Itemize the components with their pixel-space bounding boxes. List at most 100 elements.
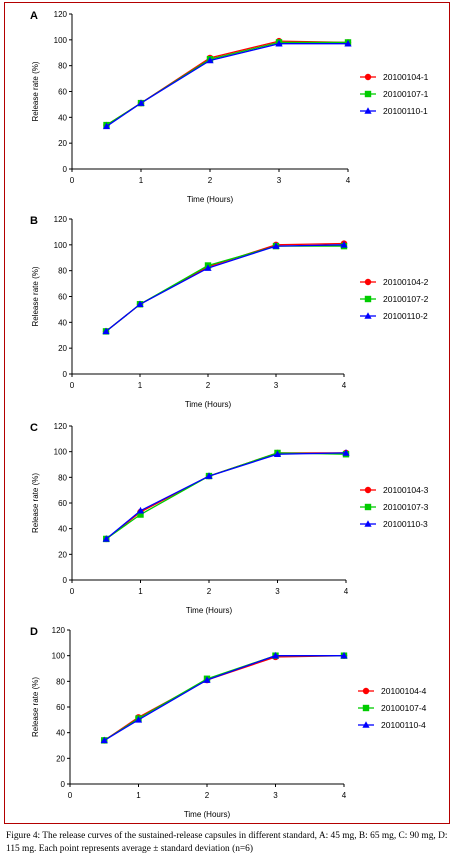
- y-tick-label: 40: [58, 113, 67, 122]
- legend-label: 20100107-4: [381, 703, 427, 713]
- panel-letter: B: [30, 215, 38, 227]
- legend-marker-circle: [362, 687, 370, 695]
- legend-label: 20100110-4: [381, 720, 426, 730]
- x-tick-label: 1: [139, 176, 144, 185]
- x-tick-label: 3: [273, 791, 278, 800]
- x-tick-label: 0: [70, 587, 75, 596]
- x-tick-label: 2: [207, 587, 212, 596]
- y-tick-label: 80: [58, 62, 67, 71]
- legend-label: 20100110-1: [383, 106, 428, 116]
- legend-marker-square: [364, 295, 372, 303]
- chart-panel-a: A 0 20 40 60 80 100 120 0 1 2 3 4 Time (Hours) Release…: [30, 10, 429, 204]
- x-tick-label: 4: [344, 587, 349, 596]
- y-tick-label: 0: [63, 370, 68, 379]
- y-axis-title: Release rate (%): [31, 677, 40, 737]
- data-point-triangle: [100, 736, 108, 744]
- data-point-triangle: [137, 99, 145, 106]
- legend-marker-circle: [364, 73, 372, 81]
- data-point-triangle: [136, 300, 144, 308]
- y-tick-label: 40: [56, 729, 65, 738]
- x-tick-label: 1: [138, 587, 143, 596]
- y-tick-label: 40: [58, 318, 67, 327]
- series-line-2: [105, 452, 347, 540]
- x-tick-label: 4: [342, 791, 347, 800]
- data-point-triangle: [134, 716, 143, 723]
- series-line-1: [103, 655, 345, 741]
- y-tick-label: 60: [56, 703, 65, 712]
- series-line-1: [106, 40, 349, 126]
- data-point-triangle: [136, 506, 145, 514]
- series-line-3: [105, 244, 345, 332]
- panel-letter: A: [30, 10, 38, 22]
- y-axis-title: Release rate (%): [31, 61, 40, 121]
- x-tick-label: 2: [208, 176, 213, 185]
- x-tick-label: 0: [68, 791, 73, 800]
- legend-label: 20100104-1: [383, 72, 429, 82]
- legend-label: 20100110-2: [383, 311, 428, 321]
- y-tick-label: 0: [63, 576, 68, 585]
- data-point-triangle: [340, 241, 348, 248]
- x-axis-title: Time (Hours): [186, 606, 233, 615]
- series-line-2: [105, 245, 344, 332]
- y-axis-title: Release rate (%): [31, 266, 40, 326]
- x-tick-label: 4: [346, 176, 351, 185]
- data-point-triangle: [102, 327, 110, 335]
- y-tick-label: 120: [54, 422, 68, 431]
- y-tick-label: 100: [52, 652, 66, 661]
- series-line-3: [105, 452, 347, 540]
- x-tick-label: 2: [206, 381, 211, 390]
- data-point-triangle: [206, 56, 214, 64]
- series-line-2: [106, 41, 348, 126]
- series-line-3: [103, 655, 344, 741]
- x-tick-label: 3: [277, 176, 282, 185]
- y-tick-label: 60: [58, 88, 67, 97]
- x-tick-label: 0: [70, 176, 75, 185]
- data-point-triangle: [272, 242, 280, 249]
- y-tick-label: 20: [58, 139, 67, 148]
- legend-marker-square: [364, 503, 372, 511]
- data-point-triangle: [275, 39, 283, 47]
- legend-marker-triangle: [364, 312, 372, 319]
- data-point-triangle: [271, 651, 280, 659]
- legend-label: 20100104-2: [383, 277, 429, 287]
- y-tick-label: 60: [58, 499, 67, 508]
- x-axis-title: Time (Hours): [184, 810, 231, 819]
- data-point-triangle: [203, 676, 211, 683]
- y-tick-label: 120: [52, 626, 66, 635]
- y-tick-label: 40: [58, 525, 67, 534]
- legend-label: 20100107-1: [383, 89, 429, 99]
- figure-caption: Figure 4: The release curves of the sust…: [6, 831, 448, 854]
- x-tick-label: 0: [70, 381, 75, 390]
- y-tick-label: 100: [54, 36, 68, 45]
- legend-label: 20100104-3: [383, 485, 429, 495]
- legend-label: 20100104-4: [381, 686, 427, 696]
- series-line-3: [106, 43, 348, 127]
- data-point-triangle: [205, 472, 213, 479]
- x-axis-title: Time (Hours): [187, 195, 234, 204]
- data-point-triangle: [204, 264, 212, 271]
- y-tick-label: 0: [63, 165, 68, 174]
- legend-marker-triangle: [364, 107, 372, 114]
- data-point-square: [137, 511, 144, 518]
- chart-panel-d: D 0 20 40 60 80 100 120 0 1 2 3 4 Time (Hours) Release…: [30, 626, 427, 819]
- legend-marker-circle: [364, 486, 372, 494]
- panel-letter: D: [30, 626, 38, 638]
- x-axis-title: Time (Hours): [185, 400, 232, 409]
- x-tick-label: 1: [136, 791, 141, 800]
- series-line-1: [105, 452, 346, 540]
- data-point-triangle: [340, 651, 348, 659]
- data-point-triangle: [344, 39, 352, 47]
- y-tick-label: 120: [54, 215, 68, 224]
- data-point-triangle: [102, 535, 110, 542]
- y-tick-label: 20: [58, 550, 67, 559]
- panel-letter: C: [30, 422, 38, 434]
- legend-label: 20100107-3: [383, 502, 429, 512]
- legend-marker-triangle: [364, 520, 372, 527]
- series-line-1: [105, 242, 345, 332]
- y-tick-label: 120: [54, 10, 68, 19]
- legend-marker-square: [362, 704, 370, 712]
- legend-marker-circle: [364, 278, 372, 286]
- y-tick-label: 20: [58, 344, 67, 353]
- x-tick-label: 1: [138, 381, 143, 390]
